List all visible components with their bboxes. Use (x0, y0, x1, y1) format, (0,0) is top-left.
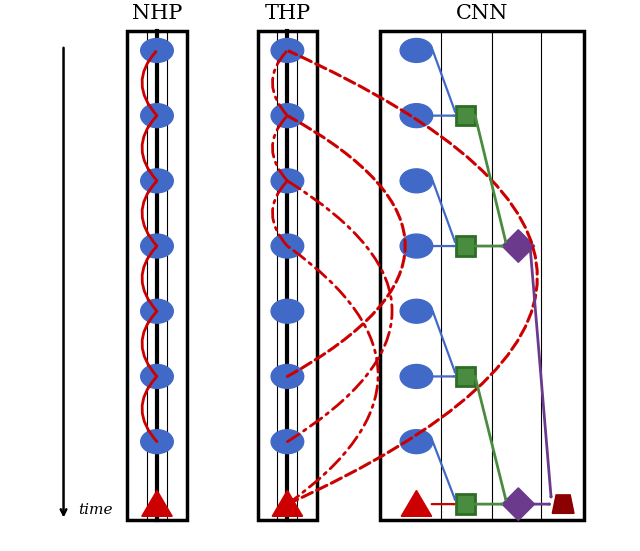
Ellipse shape (271, 299, 304, 323)
Text: CNN: CNN (456, 4, 508, 23)
Ellipse shape (141, 104, 173, 128)
FancyArrowPatch shape (287, 116, 405, 376)
FancyArrowPatch shape (142, 378, 157, 442)
Polygon shape (142, 490, 172, 516)
Bar (456, 494, 475, 514)
FancyArrowPatch shape (142, 182, 157, 246)
Text: NHP: NHP (132, 4, 182, 23)
Ellipse shape (400, 364, 433, 388)
FancyArrowPatch shape (287, 247, 378, 504)
Ellipse shape (400, 299, 433, 323)
Polygon shape (401, 490, 431, 516)
Ellipse shape (400, 234, 433, 258)
FancyArrowPatch shape (273, 182, 287, 246)
FancyArrowPatch shape (433, 51, 455, 112)
Ellipse shape (400, 430, 433, 453)
Ellipse shape (141, 39, 173, 62)
FancyArrowPatch shape (142, 52, 157, 116)
Polygon shape (272, 490, 303, 516)
FancyArrowPatch shape (433, 181, 455, 242)
FancyArrowPatch shape (530, 246, 551, 497)
FancyArrowPatch shape (142, 117, 157, 181)
Ellipse shape (271, 169, 304, 193)
FancyArrowPatch shape (475, 376, 506, 499)
Ellipse shape (271, 234, 304, 258)
Bar (456, 236, 475, 256)
Ellipse shape (141, 169, 173, 193)
Ellipse shape (271, 430, 304, 453)
Bar (456, 366, 475, 386)
FancyArrowPatch shape (287, 51, 538, 504)
Bar (380, 31, 584, 521)
Ellipse shape (271, 39, 304, 62)
Ellipse shape (400, 104, 433, 128)
Ellipse shape (271, 104, 304, 128)
Ellipse shape (400, 169, 433, 193)
FancyArrowPatch shape (475, 116, 506, 241)
Ellipse shape (141, 364, 173, 388)
Bar (257, 31, 317, 521)
Polygon shape (552, 495, 574, 514)
Ellipse shape (141, 430, 173, 453)
Ellipse shape (141, 299, 173, 323)
Text: THP: THP (264, 4, 310, 23)
Ellipse shape (271, 364, 304, 388)
Ellipse shape (400, 39, 433, 62)
FancyArrowPatch shape (433, 311, 455, 372)
FancyArrowPatch shape (287, 182, 392, 442)
FancyArrowPatch shape (273, 52, 287, 116)
FancyArrowPatch shape (433, 442, 455, 500)
FancyArrowPatch shape (142, 312, 157, 376)
FancyArrowPatch shape (273, 117, 287, 181)
Ellipse shape (141, 234, 173, 258)
FancyArrowPatch shape (142, 247, 157, 311)
Text: time: time (78, 503, 113, 516)
Bar (456, 106, 475, 126)
Bar (127, 31, 187, 521)
